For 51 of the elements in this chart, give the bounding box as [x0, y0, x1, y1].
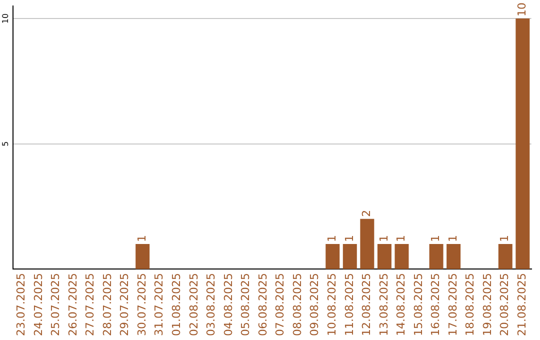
data-label: 1 — [377, 234, 390, 242]
x-tick-label: 21.08.2025 — [516, 273, 529, 336]
data-label: 1 — [135, 234, 148, 242]
x-tick-label: 15.08.2025 — [412, 273, 425, 336]
bar — [360, 218, 374, 270]
x-tick-label: 10.08.2025 — [325, 273, 338, 336]
bar — [136, 244, 150, 270]
data-label: 10 — [516, 2, 529, 17]
x-tick-label: 31.07.2025 — [152, 273, 166, 336]
bar — [446, 244, 461, 270]
x-tick-label: 17.08.2025 — [446, 273, 460, 336]
x-tick-label: 26.07.2025 — [66, 273, 80, 336]
x-tick-label: 06.08.2025 — [256, 273, 270, 336]
data-label: 1 — [342, 234, 356, 242]
x-tick-label: 28.07.2025 — [100, 273, 114, 336]
x-tick-label: 08.08.2025 — [290, 273, 304, 336]
data-label: 1 — [394, 234, 408, 242]
bar — [394, 244, 409, 270]
bar — [498, 244, 512, 270]
data-label: 2 — [360, 210, 374, 217]
x-tick-label: 13.08.2025 — [377, 273, 390, 336]
x-tick-label: 27.07.2025 — [84, 273, 97, 336]
x-tick-label: 19.08.2025 — [480, 273, 494, 336]
y-tick-label: 5 — [1, 141, 10, 146]
x-tick-label: 16.08.2025 — [429, 273, 442, 336]
bar — [342, 244, 357, 270]
x-tick-label: 18.08.2025 — [464, 273, 477, 336]
data-label: 1 — [429, 234, 442, 242]
x-tick-label: 11.08.2025 — [342, 273, 356, 336]
x-tick-label: 02.08.2025 — [187, 273, 200, 336]
x-tick-label: 09.08.2025 — [308, 273, 322, 336]
x-tick-label: 05.08.2025 — [239, 273, 252, 336]
x-tick-label: 12.08.2025 — [360, 273, 374, 336]
x-tick-label: 25.07.2025 — [49, 273, 62, 336]
x-tick-label: 03.08.2025 — [204, 273, 218, 336]
data-label: 1 — [325, 234, 338, 242]
bar — [377, 244, 392, 270]
x-tick-label: 20.08.2025 — [498, 273, 512, 336]
bar — [516, 18, 530, 270]
x-tick-label: 29.07.2025 — [118, 273, 132, 336]
bar — [429, 244, 444, 270]
x-tick-label: 30.07.2025 — [135, 273, 148, 336]
x-tick-label: 07.08.2025 — [274, 273, 287, 336]
x-tick-label: 01.08.2025 — [170, 273, 183, 336]
data-label: 1 — [498, 234, 512, 242]
data-label: 1 — [446, 234, 460, 242]
x-tick-label: 23.07.2025 — [14, 273, 28, 336]
x-tick-label: 04.08.2025 — [222, 273, 235, 336]
bar — [326, 244, 340, 270]
x-tick-label: 14.08.2025 — [394, 273, 408, 336]
x-tick-label: 24.07.2025 — [32, 273, 45, 336]
